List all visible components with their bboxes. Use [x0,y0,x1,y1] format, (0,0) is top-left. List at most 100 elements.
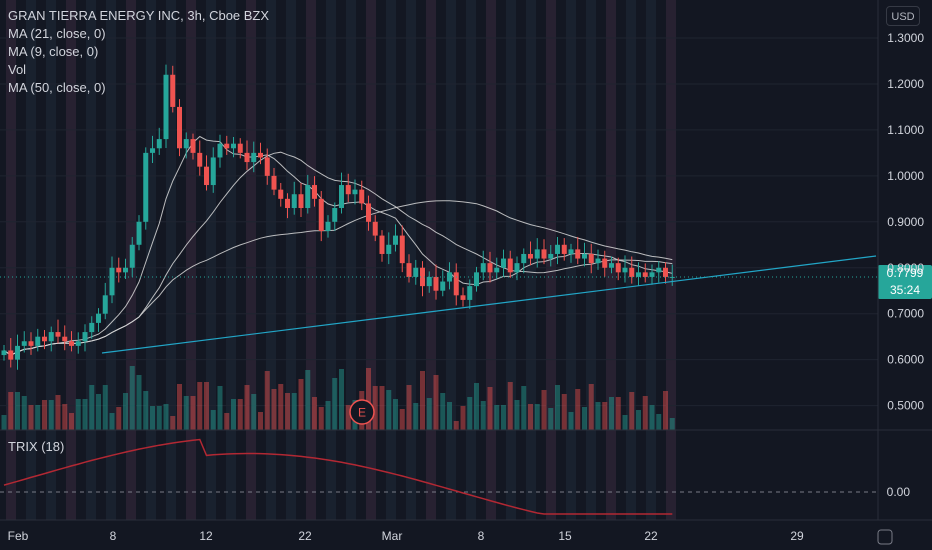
candle-body [42,336,47,342]
trix-tick-label: 0.00 [887,485,911,499]
candle-body [534,249,540,259]
time-tick-label: 8 [478,529,485,543]
candle-body [636,272,641,277]
time-tick-label: 22 [298,529,312,543]
volume-bar [663,391,668,430]
volume-bar [170,416,176,430]
candle-body [89,322,95,333]
candle-body [96,313,101,323]
trix-legend[interactable]: TRIX (18) [8,438,64,456]
candle-body [21,341,27,346]
volume-bar [251,394,257,430]
candle-body [305,185,311,209]
trix-label[interactable]: TRIX (18) [8,439,65,454]
candle-body [480,263,486,273]
moving-average-lines [3,135,673,356]
volume-bar [123,393,128,430]
volume-bar [136,375,142,430]
volume-bar [440,393,446,430]
volume-bar [514,400,520,430]
candle-body [197,152,203,167]
candle-body [609,263,614,268]
candle-body [35,336,41,346]
volume-bar [156,406,162,430]
candle-body [366,203,371,222]
candle-body [372,221,378,236]
volume-bar [298,379,304,430]
volume-bar [393,399,398,430]
candle-body [177,106,182,149]
candle-body [217,143,223,158]
candle-body [102,295,108,314]
ma-line [3,135,673,356]
indicator-ma50[interactable]: MA (50, close, 0) [8,80,106,95]
volume-bar [649,405,655,430]
session-band [446,0,456,520]
candle-body [615,263,621,273]
session-band [206,0,216,520]
volume-bar [82,399,88,430]
candle-body [244,152,250,163]
candle-body [386,244,392,254]
volume-bar [379,386,385,430]
session-band [486,0,496,520]
session-band [326,0,336,520]
earnings-marker[interactable]: E [349,399,375,425]
volume-bar [69,413,74,430]
volume-bar [318,407,324,430]
session-band [166,0,176,520]
candle-body [129,244,135,268]
volume-bar [28,405,34,430]
candle-body [204,166,209,186]
candle-body [555,244,560,254]
volume-bar [15,392,20,430]
volume-bar [447,402,452,430]
candle-body [514,263,520,273]
volume-bar [501,405,506,430]
session-band [346,0,356,520]
candle-body [69,341,74,346]
candle-body [649,272,655,277]
candle-body [447,272,452,282]
candle-body [629,267,635,277]
candle-body [285,198,290,209]
volume-bar [426,398,432,430]
volume-bar [339,369,344,430]
session-band [406,0,416,520]
candle-body [575,249,581,259]
candle-body [528,253,533,259]
indicator-volume[interactable]: Vol [8,62,27,77]
candle-body [298,194,304,209]
session-band [226,0,236,520]
candle-body [406,263,412,277]
volume-bar [42,400,47,430]
trendline [0,255,932,354]
volume-bar [143,391,149,430]
candle-body [109,267,115,296]
volume-bar [372,386,378,430]
earnings-circle [349,399,375,425]
volume-bar [399,409,405,430]
candle-body [224,143,230,149]
volume-bar [420,371,425,430]
candle-body [474,272,479,287]
candle-body [561,244,567,254]
candle-body [325,221,331,231]
volume-bar [210,410,216,430]
session-band [666,0,676,520]
indicator-ma9[interactable]: MA (9, close, 0) [8,44,99,59]
volume-bar [507,382,513,430]
last-price-tag-bg [878,265,932,299]
candle-body [62,336,68,342]
candle-body [312,185,317,199]
candle-body [318,198,324,231]
session-band [26,0,36,520]
volume-bar [602,402,608,430]
volume-bar [89,385,95,430]
volume-bar [35,405,41,430]
symbol-title[interactable]: GRAN TIERRA ENERGY INC, 3h, Cboe BZX [8,8,270,23]
candle-body [548,253,554,259]
indicator-ma21[interactable]: MA (21, close, 0) [8,26,106,41]
currency-button[interactable]: USD [886,6,920,26]
